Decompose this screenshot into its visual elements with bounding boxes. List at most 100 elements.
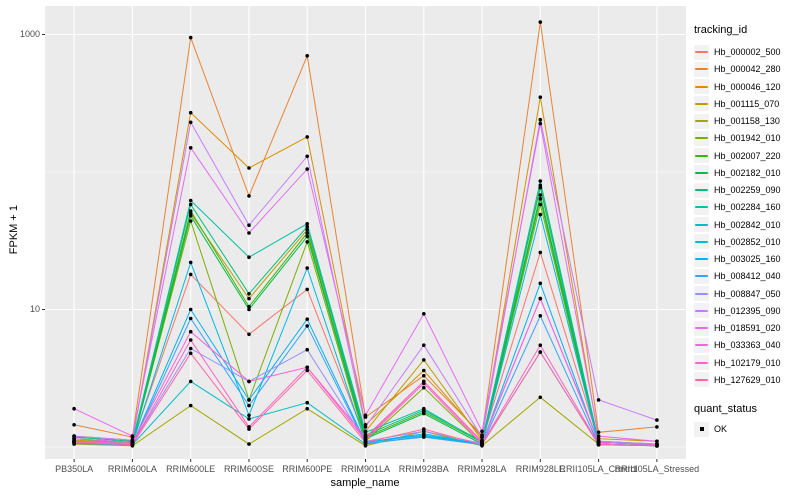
data-point: [247, 255, 251, 259]
legend: tracking_id Hb_000002_500 Hb_000042_280 Hb…: [694, 24, 798, 437]
data-point: [655, 418, 659, 422]
data-point: [188, 346, 193, 351]
data-point: [538, 185, 543, 190]
data-point: [247, 427, 251, 431]
legend-title-quant-status: quant_status: [694, 403, 757, 415]
data-point: [188, 403, 193, 408]
y-axis-title: FPKM + 1: [8, 205, 20, 255]
data-point: [538, 395, 543, 400]
legend-item-label: Hb_002284_160: [714, 202, 781, 213]
legend-item-label: Hb_008412_040: [714, 271, 781, 282]
data-point: [538, 202, 543, 207]
legend-key: [694, 372, 709, 388]
line-swatch-icon: [695, 327, 708, 329]
legend-key: [694, 182, 709, 198]
data-point: [305, 317, 310, 322]
data-point: [538, 95, 543, 99]
data-point: [72, 436, 76, 441]
legend-key: [694, 251, 709, 267]
data-point: [363, 430, 368, 435]
legend-key: [694, 286, 709, 301]
legend-item-label: Hb_001942_010: [714, 133, 781, 144]
legend-item-Hb_001115_070: Hb_001115_070: [694, 96, 779, 112]
data-point: [422, 411, 426, 416]
data-point: [188, 198, 193, 203]
line-swatch-icon: [695, 85, 708, 88]
legend-item-Hb_000002_500: Hb_000002_500: [694, 44, 781, 60]
legend-item-label: Hb_002852_010: [714, 236, 781, 247]
data-point: [130, 434, 135, 438]
legend-item-Hb_002182_010: Hb_002182_010: [694, 165, 781, 181]
x-tick-label-RRIM600LA: RRIM600LA: [107, 464, 157, 474]
data-point: [188, 338, 193, 342]
data-point: [596, 434, 601, 438]
legend-item-Hb_018591_020: Hb_018591_020: [694, 320, 781, 336]
data-point: [188, 307, 193, 312]
x-tick-label-RRIM600SE: RRIM600SE: [223, 464, 274, 474]
legend-key: [694, 355, 709, 370]
line-swatch-icon: [695, 223, 708, 226]
data-point: [305, 324, 310, 328]
legend-item-quant-ok: OK: [694, 421, 727, 437]
data-point: [538, 281, 543, 286]
line-swatch-icon: [695, 258, 708, 260]
legend-item-Hb_002259_090: Hb_002259_090: [694, 182, 781, 198]
x-tick-label-RRIM928BA: RRIM928BA: [398, 464, 449, 474]
legend-item-label: Hb_003025_160: [714, 254, 781, 264]
data-point: [305, 224, 310, 229]
data-point: [247, 223, 251, 227]
data-point: [655, 439, 659, 444]
data-point: [538, 117, 543, 122]
line-swatch-icon: [695, 275, 708, 278]
data-point: [305, 266, 310, 270]
legend-key: [694, 165, 709, 181]
legend-key: [694, 96, 709, 112]
line-swatch-icon: [695, 344, 708, 347]
legend-item-Hb_033363_040: Hb_033363_040: [694, 337, 781, 353]
data-point: [247, 332, 251, 337]
data-point: [188, 379, 193, 384]
data-point: [72, 434, 76, 438]
legend-item-label: Hb_000046_120: [714, 81, 781, 92]
line-swatch-icon: [695, 206, 708, 209]
x-tick-label-RRIM600PE: RRIM600PE: [282, 464, 333, 474]
legend-title-tracking-id: tracking_id: [694, 24, 748, 36]
x-tick-label-RRIM928LE: RRIM928LE: [515, 464, 565, 474]
data-point: [188, 110, 193, 115]
data-point: [596, 436, 601, 441]
x-tick-label-PB350LA: PB350LA: [55, 464, 94, 474]
data-point: [596, 442, 601, 447]
data-point: [305, 167, 310, 171]
data-point: [72, 440, 76, 445]
legend-item-label: Hb_000042_280: [714, 64, 781, 75]
data-point: [305, 234, 310, 239]
legend-key: [694, 217, 709, 232]
data-point: [188, 329, 193, 334]
line-swatch-icon: [695, 171, 708, 174]
data-point: [363, 425, 368, 429]
data-point: [538, 212, 543, 217]
data-point: [305, 135, 310, 139]
legend-item-label: OK: [714, 424, 728, 434]
data-point: [422, 385, 426, 390]
data-point: [188, 146, 193, 150]
data-point: [305, 222, 310, 226]
data-point: [247, 166, 251, 170]
x-tick-label-RRIM928LA: RRIM928LA: [457, 464, 507, 474]
data-point: [538, 20, 543, 24]
data-point: [305, 365, 310, 370]
data-point: [188, 316, 193, 321]
data-point: [538, 350, 543, 354]
legend-item-label: Hb_002007_220: [714, 150, 781, 161]
data-point: [305, 368, 310, 373]
legend-key: [694, 113, 709, 129]
legend-item-Hb_002284_160: Hb_002284_160: [694, 199, 781, 215]
legend-key: [694, 44, 709, 60]
data-point: [305, 228, 310, 232]
data-point: [305, 406, 310, 411]
data-point: [247, 413, 251, 418]
legend-key: [694, 268, 709, 284]
data-point: [363, 435, 368, 439]
